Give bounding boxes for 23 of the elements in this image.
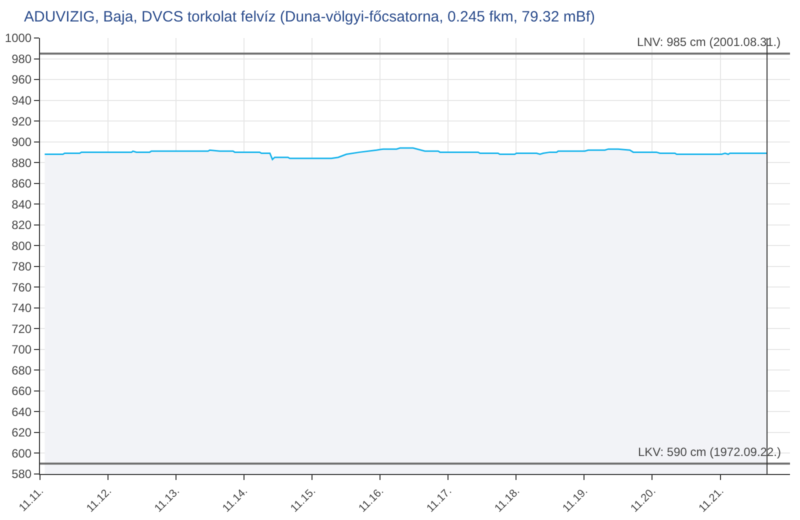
y-tick-label: 600 (12, 446, 32, 460)
y-tick-label: 620 (12, 426, 32, 440)
y-tick-label: 640 (12, 404, 32, 419)
y-tick-label: 880 (12, 156, 32, 170)
y-tick-label: 840 (12, 197, 32, 212)
y-tick-label: 680 (12, 363, 32, 378)
y-tick-label: 860 (12, 176, 32, 191)
y-tick-label: 660 (12, 384, 32, 398)
y-tick-label: 720 (12, 322, 32, 336)
y-tick-label: 580 (12, 467, 32, 482)
y-tick-label: 700 (12, 342, 32, 357)
y-tick-label: 800 (12, 238, 32, 253)
y-tick-label: 820 (12, 218, 32, 232)
y-tick-label: 760 (12, 280, 32, 294)
y-tick-label: 920 (12, 114, 32, 128)
y-tick-label: 980 (12, 52, 32, 66)
y-tick-label: 960 (12, 72, 32, 87)
y-tick-label: 780 (12, 260, 32, 274)
y-tick-label: 740 (12, 301, 32, 316)
y-tick-label: 940 (12, 93, 32, 108)
chart-title: ADUVIZIG, Baja, DVCS torkolat felvíz (Duna-völgyi-főcsatorna, 0.245 fkm, 79.32 mBf) (24, 8, 596, 26)
y-tick-label: 1000 (4, 31, 32, 46)
y-tick-label: 900 (12, 135, 32, 150)
